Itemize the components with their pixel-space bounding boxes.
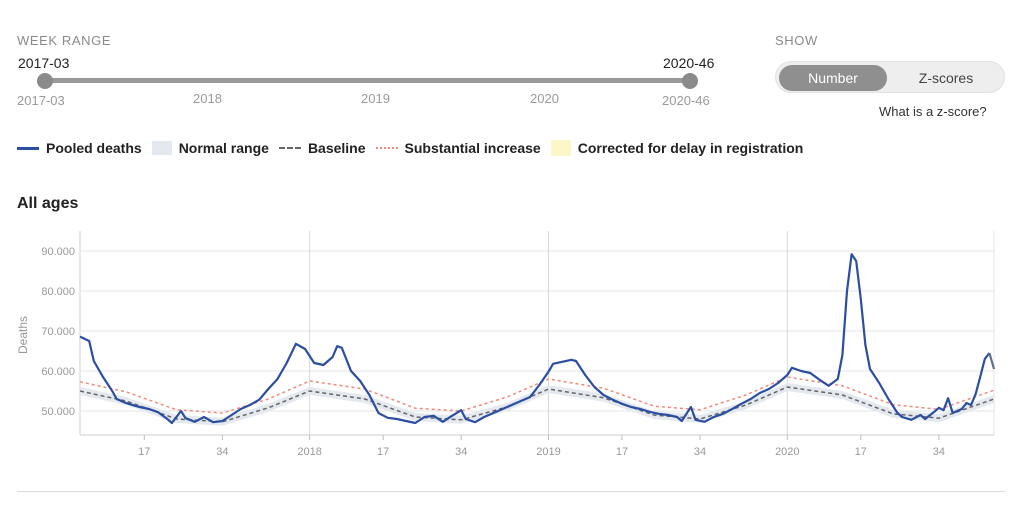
legend-pooled-deaths: Pooled deaths [17, 140, 142, 156]
legend-swatch-dashed [278, 147, 301, 149]
x-tick-label: 34 [455, 446, 467, 458]
pooled-deaths-corrected-line [988, 352, 996, 370]
range-track[interactable] [44, 78, 690, 83]
range-tick-end: 2020-46 [662, 93, 710, 108]
x-tick-label: 34 [694, 446, 706, 458]
x-tick-label: 17 [616, 446, 628, 458]
y-tick-label: 50.000 [41, 406, 75, 418]
x-tick-label: 34 [933, 446, 945, 458]
axis-layer: 50.000 60.000 70.000 80.000 90.000 17 34 2018 17… [41, 246, 945, 458]
z-score-help-link[interactable]: What is a z-score? [879, 104, 987, 119]
legend-swatch-line [17, 146, 39, 150]
range-tick-year: 2020 [530, 91, 559, 106]
show-toggle: Number Z-scores [775, 61, 1005, 93]
range-start-handle[interactable] [37, 73, 53, 89]
legend-label: Normal range [178, 140, 269, 156]
normal-range-band [80, 383, 994, 426]
x-tick-label: 17 [138, 446, 150, 458]
section-title: All ages [17, 195, 79, 212]
range-start-value: 2017-03 [18, 55, 70, 71]
pooled-deaths-line [79, 253, 991, 425]
chart-grid [79, 231, 995, 436]
x-tick-label: 2018 [297, 446, 321, 458]
bottom-divider [17, 491, 1005, 492]
week-range-title: WEEK RANGE [17, 33, 112, 48]
y-tick-label: 80.000 [41, 286, 75, 298]
x-tick-label: 2020 [775, 446, 799, 458]
x-tick-label: 34 [216, 446, 228, 458]
x-tick-label: 2019 [536, 446, 560, 458]
legend-label: Substantial increase [404, 140, 541, 156]
legend-baseline: Baseline [278, 140, 366, 156]
x-tick-label: 17 [377, 446, 389, 458]
legend-swatch-band [151, 141, 172, 155]
y-axis-label: Deaths [16, 316, 30, 354]
range-tick-year: 2019 [361, 91, 390, 106]
legend-label: Baseline [307, 140, 366, 156]
lines-layer [79, 253, 996, 425]
range-tick-start: 2017-03 [17, 93, 65, 108]
legend-swatch-yellow [550, 140, 571, 156]
legend-label: Corrected for delay in registration [577, 140, 804, 156]
legend-swatch-dotted [375, 147, 398, 149]
toggle-number[interactable]: Number [779, 65, 887, 91]
deaths-chart: 50.000 60.000 70.000 80.000 90.000 17 34 2018 17… [16, 231, 996, 458]
y-tick-label: 70.000 [41, 326, 75, 338]
show-title: SHOW [775, 33, 818, 48]
range-tick-year: 2018 [193, 91, 222, 106]
toggle-z-scores[interactable]: Z-scores [918, 70, 974, 86]
legend-corrected: Corrected for delay in registration [550, 140, 804, 156]
range-end-handle[interactable] [682, 73, 698, 89]
y-tick-label: 90.000 [41, 246, 75, 258]
range-end-value: 2020-46 [663, 55, 715, 71]
y-tick-label: 60.000 [41, 366, 75, 378]
legend-normal-range: Normal range [151, 140, 269, 156]
chart-legend: Pooled deaths Normal range Baseline Subs… [17, 140, 813, 156]
legend-label: Pooled deaths [46, 140, 142, 156]
x-tick-label: 17 [855, 446, 867, 458]
legend-substantial-increase: Substantial increase [375, 140, 541, 156]
normal-range-layer [80, 383, 994, 426]
